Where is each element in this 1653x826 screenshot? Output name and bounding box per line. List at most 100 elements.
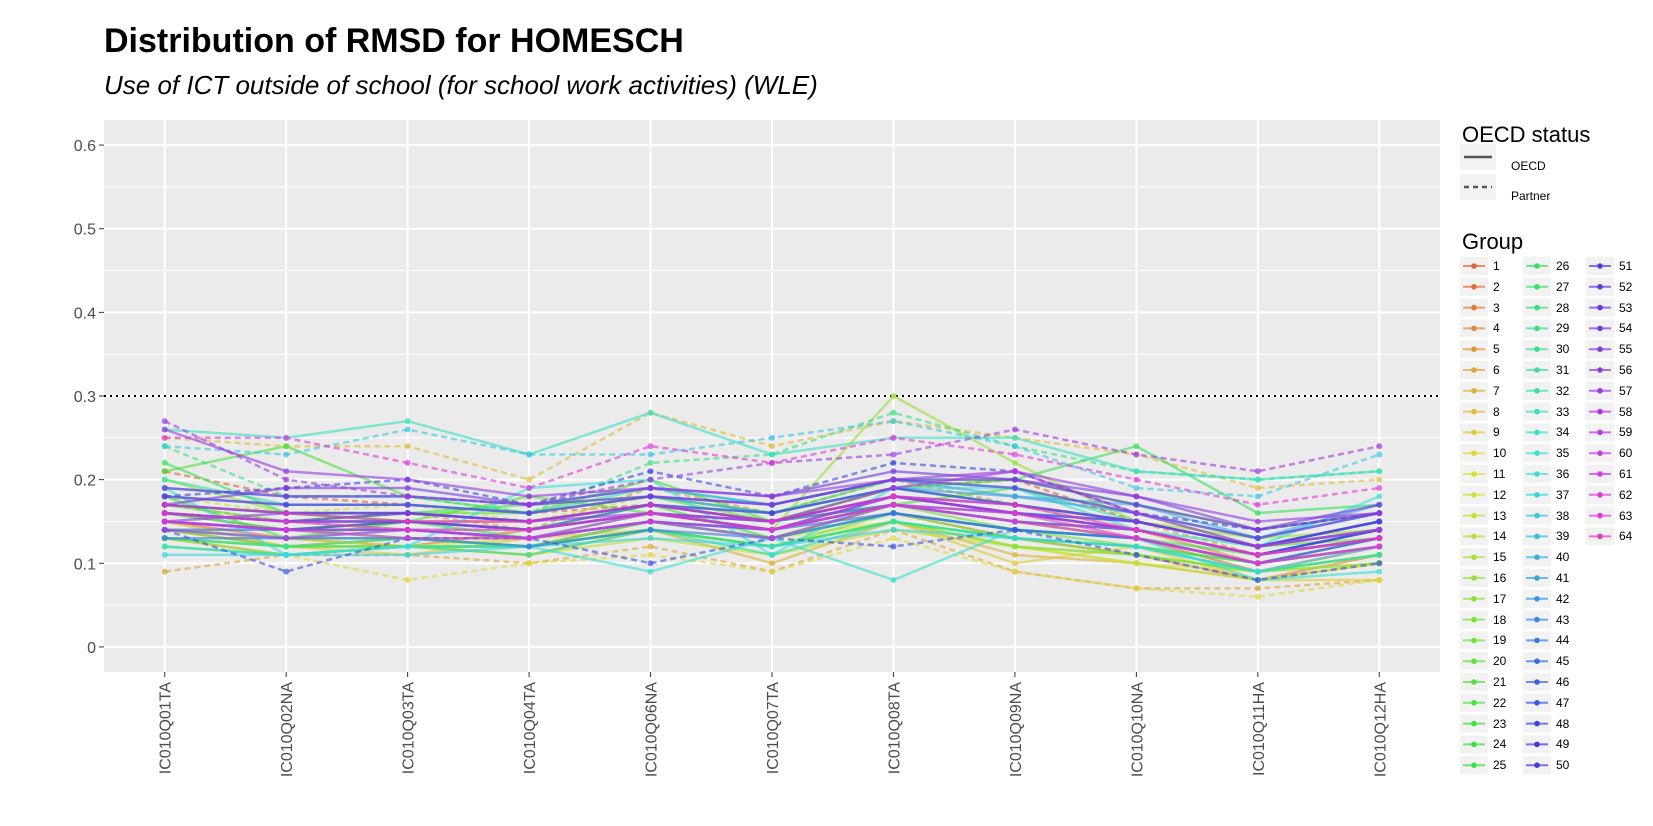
legend-key-point [1597,304,1603,311]
data-point [1133,560,1140,567]
data-point [1011,501,1018,508]
legend-key-point [1471,429,1477,436]
data-point [890,468,897,475]
data-point [1376,510,1383,517]
data-point [1133,585,1140,592]
legend-key-point [1534,512,1540,519]
data-point [1254,526,1261,533]
legend-group-label: 55 [1619,342,1633,357]
x-tick-label: IC010Q06NA [644,682,661,777]
data-point [526,451,533,458]
legend-key-point [1597,284,1603,290]
data-point [1376,577,1383,583]
series-10 [161,535,1383,600]
data-point [404,577,411,583]
data-point [769,510,775,517]
x-tick-label: IC010Q11HA [1251,682,1268,776]
data-point [161,418,168,425]
data-point [404,476,411,483]
legend-group-label: 40 [1556,550,1570,565]
legend-key-point [1597,325,1603,332]
data-point [1011,526,1018,533]
data-point [647,501,654,508]
legend-group-label: 32 [1556,383,1570,398]
legend-group-label: 18 [1493,612,1507,627]
data-point [647,443,654,450]
legend-key-point [1471,304,1477,311]
data-point [1254,577,1261,583]
legend-key-point [1534,408,1540,415]
data-point [1254,501,1261,508]
y-tick-label: 0.2 [74,473,96,490]
data-point [1254,476,1261,483]
series-56 [161,426,1383,525]
legend-key-point [1471,720,1477,727]
legend-group-label: 19 [1493,633,1507,648]
data-point [647,560,654,567]
data-point [283,551,290,558]
series-63 [161,501,1383,567]
legend-key-point [1471,492,1477,498]
data-point [1376,551,1383,558]
data-point [769,560,775,567]
data-point [1376,518,1383,525]
legend-group-label: 39 [1556,529,1570,544]
legend-group-label: 2 [1493,279,1500,294]
legend-group-label: 60 [1619,446,1633,461]
data-point [283,568,290,575]
legend-key-point [1534,346,1540,353]
legend-key-point [1534,554,1540,560]
data-point [890,409,897,416]
data-point [283,535,290,542]
legend-key-point [1597,450,1603,457]
data-point [1011,568,1018,575]
data-point [890,543,897,550]
data-point [1133,501,1140,508]
legend-key-point [1471,596,1477,602]
legend-status-title: OECD status [1462,122,1591,147]
data-point [1011,434,1018,441]
legend-group-label: 35 [1556,446,1570,461]
legend-group-label: 6 [1493,363,1500,377]
legend-key-point [1534,616,1540,623]
y-axis: 0 0.1 0.2 0.3 0.4 0.5 0.6 [74,138,104,657]
data-point [1254,560,1261,567]
y-tick-label: 0.5 [74,222,96,239]
data-point [404,551,411,558]
legend-key-point [1534,762,1540,768]
data-point [769,543,775,550]
legend-key-point [1471,408,1477,415]
data-point [890,434,897,441]
data-point [1376,485,1383,491]
data-point [1011,560,1018,567]
data-point [769,459,775,466]
data-point [647,510,654,517]
data-point [647,451,654,458]
legend-group-label: 25 [1493,758,1507,773]
legend-group-label: 43 [1556,612,1570,627]
legend-group-label: 8 [1493,404,1500,419]
data-point [1011,426,1018,433]
data-point [1254,543,1261,550]
legend-key-point [1597,533,1603,540]
data-point [283,493,290,500]
data-point [161,501,168,508]
x-tick-label: IC010Q07TA [765,682,782,775]
legend-key-point [1534,658,1540,664]
legend-group-label: 11 [1493,467,1506,481]
data-point [769,501,775,508]
data-point [526,560,533,567]
legend-group-label: 20 [1493,654,1507,669]
data-point [161,443,168,450]
data-point [283,501,290,508]
data-point [769,568,775,575]
data-point [1133,518,1140,525]
data-point [890,485,897,491]
data-point [890,493,897,500]
legend-key-point [1597,388,1603,394]
y-tick-label: 0.4 [74,305,96,322]
data-point [1133,451,1140,458]
legend-group-label: 47 [1556,695,1570,710]
legend-group-label: 51 [1619,259,1633,273]
